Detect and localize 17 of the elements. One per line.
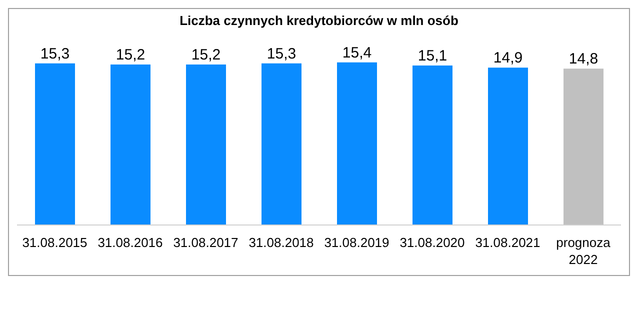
x-tick-label: prognoza 2022 <box>556 235 612 267</box>
data-label: 15,3 <box>266 45 296 62</box>
x-tick-label: 31.08.2017 <box>173 235 238 250</box>
x-tick-label: 31.08.2018 <box>248 235 314 250</box>
data-label: 14,8 <box>568 50 598 68</box>
data-label: 15,3 <box>40 45 70 62</box>
x-tick-label: 31.08.2019 <box>324 235 390 250</box>
x-tick-label: 31.08.2020 <box>400 235 465 250</box>
data-label: 15,1 <box>418 48 448 65</box>
x-tick-label: 31.08.2021 <box>475 235 540 250</box>
data-label: 15,2 <box>191 46 221 64</box>
x-tick-label: 31.08.2016 <box>98 235 163 250</box>
data-label: 15,2 <box>116 46 146 64</box>
chart-title: Liczba czynnych kredytobiorców w mln osób <box>178 13 460 28</box>
data-label: 14,9 <box>493 50 523 67</box>
x-tick-label: 31.08.2015 <box>22 235 88 250</box>
data-label: 15,4 <box>342 44 372 62</box>
